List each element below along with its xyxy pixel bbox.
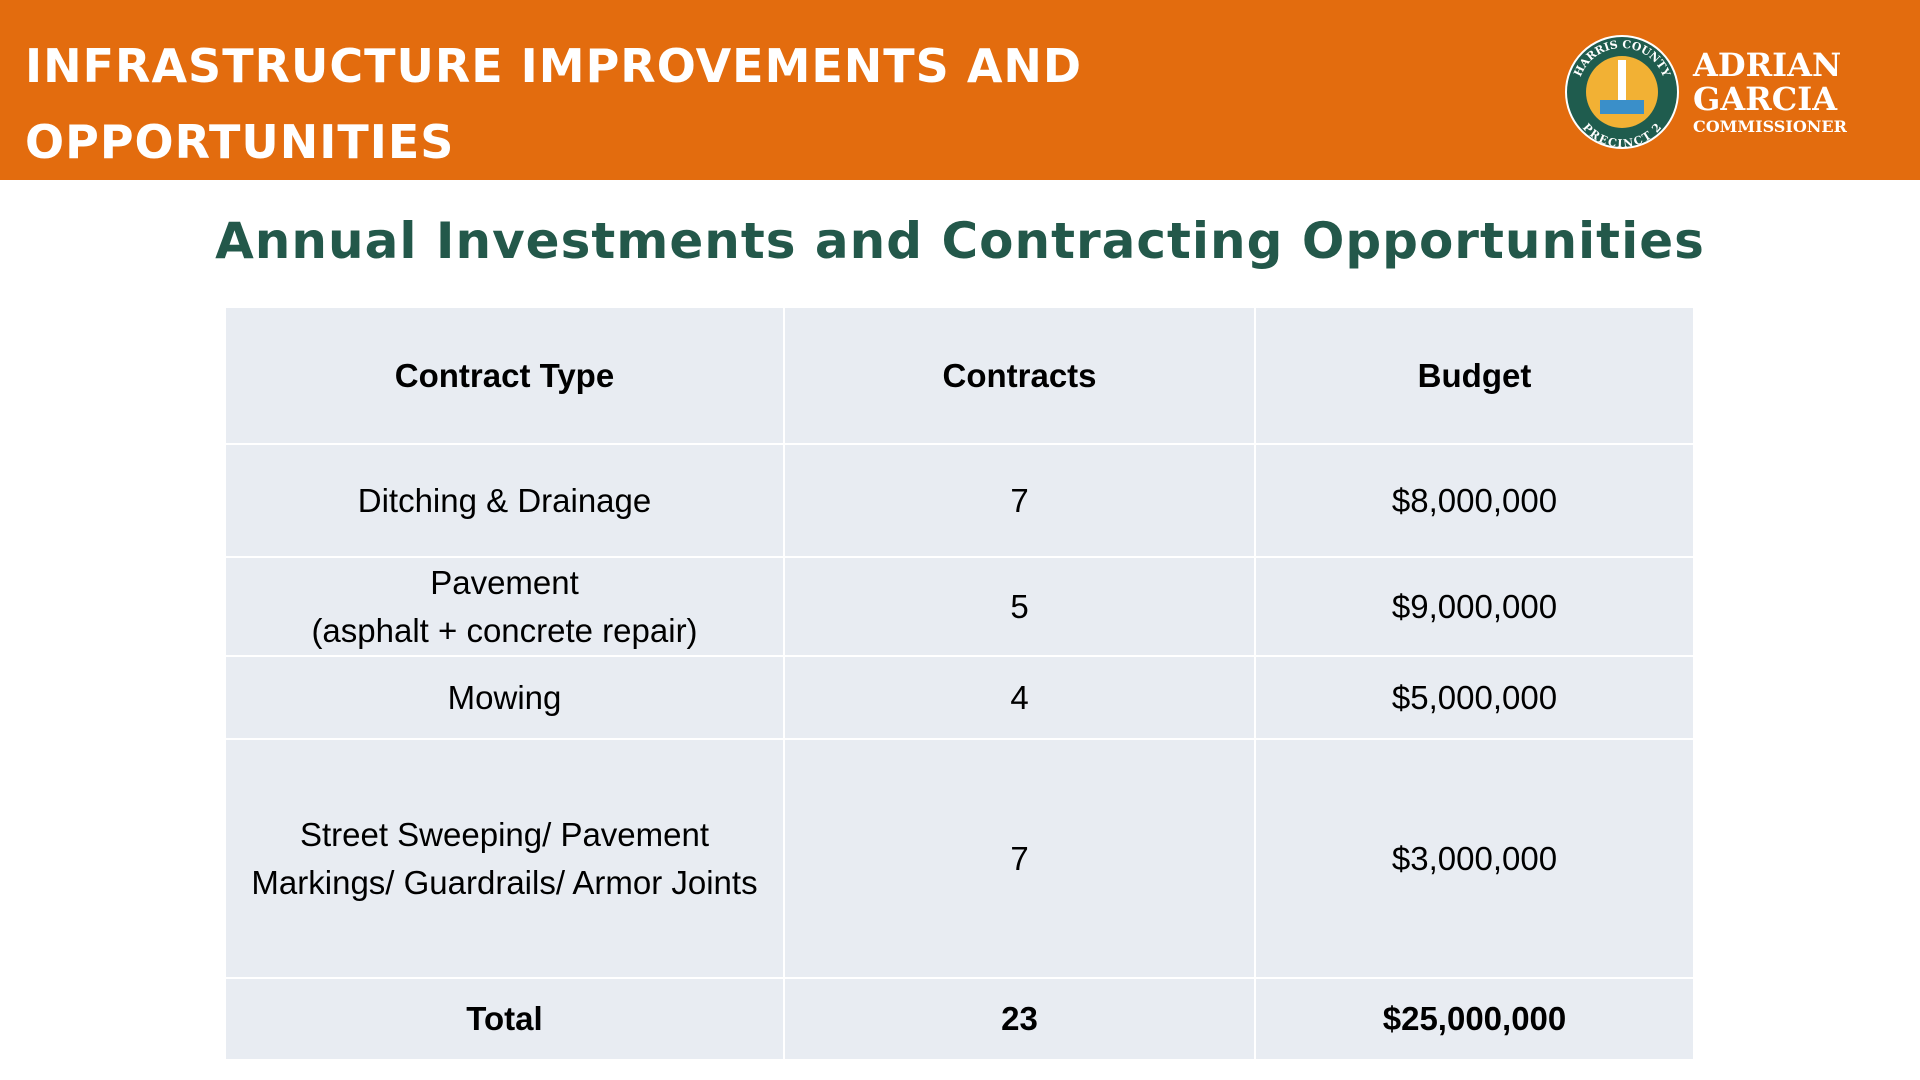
cell: 23 (783, 977, 1256, 1061)
cell: Street Sweeping/ Pavement Markings/ Guar… (224, 738, 785, 979)
column-header: Budget (1254, 306, 1695, 445)
table-row: Pavement (asphalt + concrete repair) 5 $9,0… (224, 556, 1695, 657)
column-header: Contracts (783, 306, 1256, 445)
logo-tower (1618, 60, 1626, 100)
column-header: Contract Type (224, 306, 785, 445)
cell-line: Street Sweeping/ Pavement Markings/ Guar… (251, 815, 758, 901)
header-title: INFRASTRUCTURE IMPROVEMENTS AND OPPORTUN… (25, 28, 1082, 180)
header-row: Contract Type Contracts Budget (224, 306, 1695, 445)
table-body: Ditching & Drainage 7 $8,000,000 Pavement (a… (224, 443, 1695, 1061)
title-line: INFRASTRUCTURE IMPROVEMENTS AND (25, 39, 1083, 93)
table-row: Mowing 4 $5,000,000 (224, 655, 1695, 740)
cell: $8,000,000 (1254, 443, 1695, 558)
cell: 4 (783, 655, 1256, 740)
cell: Total (224, 977, 785, 1061)
cell: Pavement (asphalt + concrete repair) (224, 556, 785, 657)
subtitle: Annual Investments and Contracting Oppor… (215, 212, 1705, 270)
total-row: Total 23 $25,000,000 (224, 977, 1695, 1061)
logo: HARRIS COUNTY PRECINCT 2 ADRIAN GARCIA C… (1565, 35, 1848, 150)
title-line: OPPORTUNITIES (25, 115, 455, 169)
logo-water (1600, 100, 1644, 114)
cell: $9,000,000 (1254, 556, 1695, 657)
cell: 7 (783, 443, 1256, 558)
cell: 5 (783, 556, 1256, 657)
cell-line: (asphalt + concrete repair) (311, 611, 698, 649)
table-row: Street Sweeping/ Pavement Markings/ Guar… (224, 738, 1695, 979)
cell: Mowing (224, 655, 785, 740)
cell-line: Ditching & Drainage (357, 481, 652, 519)
logo-name: ADRIAN (1692, 46, 1841, 84)
cell: $3,000,000 (1254, 738, 1695, 979)
cell-line: Pavement (430, 563, 579, 601)
cell: 7 (783, 738, 1256, 979)
table-row: Ditching & Drainage 7 $8,000,000 (224, 443, 1695, 558)
cell: $25,000,000 (1254, 977, 1695, 1061)
logo-role: COMMISSIONER (1693, 117, 1848, 136)
header: INFRASTRUCTURE IMPROVEMENTS AND OPPORTUN… (0, 0, 1920, 180)
logo-name: GARCIA (1693, 80, 1838, 118)
cell: Ditching & Drainage (224, 443, 785, 558)
contracts-table: Contract Type Contracts Budget Ditching & … (224, 306, 1695, 1061)
cell: $5,000,000 (1254, 655, 1695, 740)
cell-line: Mowing (447, 678, 562, 716)
